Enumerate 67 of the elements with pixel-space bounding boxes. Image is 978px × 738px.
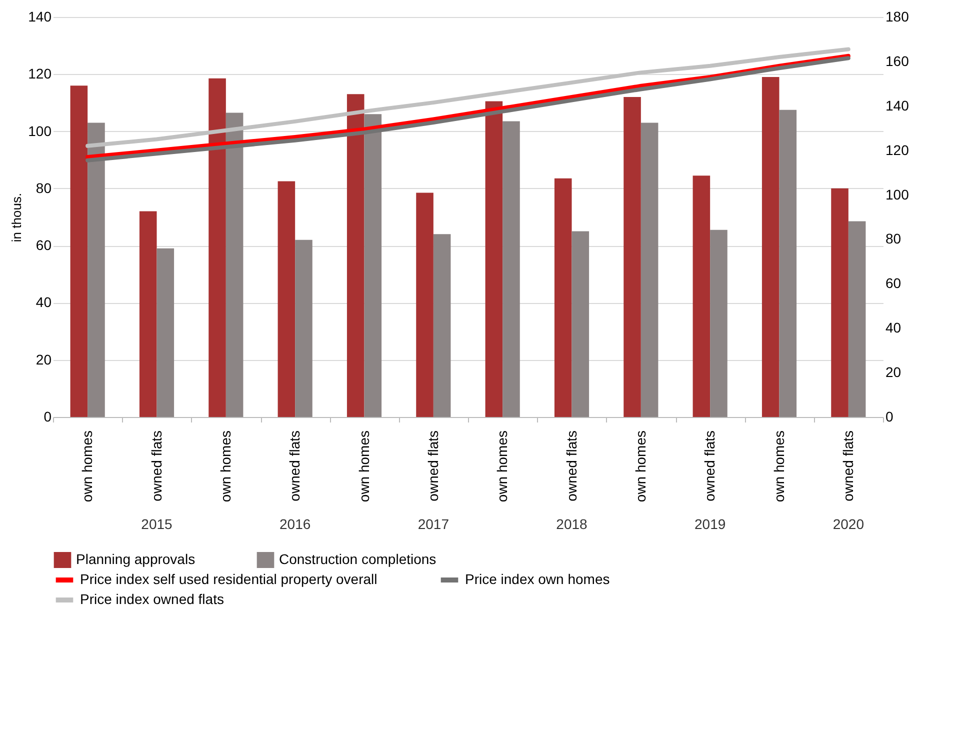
- bar: [572, 231, 590, 417]
- bar: [70, 86, 88, 417]
- legend-label: Planning approvals: [76, 551, 196, 567]
- text: 2020: [832, 516, 864, 532]
- y-tick-label: 80: [36, 180, 52, 196]
- legend-label: Price index own homes: [465, 571, 610, 587]
- legend-label: Construction completions: [279, 551, 436, 567]
- bar: [346, 94, 364, 417]
- bar: [848, 221, 866, 417]
- x-tick-label: owned flats: [286, 430, 303, 502]
- bar: [295, 240, 312, 417]
- y-tick-label: 40: [36, 294, 52, 310]
- y2-tick-label: 20: [886, 364, 902, 380]
- bar: [139, 211, 157, 417]
- text: 2018: [556, 516, 588, 532]
- text: 2016: [280, 516, 311, 532]
- y-tick-label: 20: [36, 351, 52, 368]
- y-axis-title: in thous.: [9, 192, 24, 242]
- bar: [416, 192, 434, 417]
- x-tick-label: own homes: [217, 430, 234, 502]
- bar: [226, 112, 244, 417]
- x-tick-label: own homes: [632, 430, 648, 502]
- bar: [710, 230, 728, 417]
- y2-tick-label: 140: [886, 97, 910, 114]
- y2-tick-label: 100: [886, 186, 910, 202]
- bar: [364, 114, 382, 417]
- x-tick-label: owned flats: [563, 430, 580, 502]
- bar: [779, 110, 797, 417]
- y2-tick-label: 60: [886, 275, 902, 292]
- text: 2019: [694, 516, 726, 532]
- bar: [156, 248, 174, 417]
- bar: [208, 78, 226, 417]
- bar: [762, 77, 780, 417]
- bar: [502, 121, 520, 417]
- y2-tick-label: 180: [886, 8, 910, 24]
- bar: [485, 101, 503, 417]
- x-tick-label: own homes: [494, 430, 510, 502]
- legend-label: Price index self used residential property overall: [80, 571, 378, 587]
- bar: [831, 188, 848, 417]
- legend-label: Price index owned flats: [80, 591, 224, 607]
- x-tick-label: owned flats: [148, 430, 164, 502]
- x-tick-label: owned flats: [424, 430, 441, 502]
- x-tick-label: owned flats: [840, 430, 856, 502]
- x-tick-label: own homes: [770, 430, 787, 502]
- x-tick-label: owned flats: [702, 430, 718, 502]
- bar: [433, 234, 451, 417]
- text: 2015: [141, 516, 173, 532]
- text: 2017: [418, 516, 450, 532]
- y-tick-label: 120: [28, 66, 52, 82]
- bar: [692, 176, 710, 417]
- y2-tick-label: 0: [886, 408, 894, 424]
- bar: [88, 122, 105, 417]
- y-tick-label: 100: [28, 122, 52, 139]
- y-tick-label: 60: [36, 237, 52, 254]
- y2-tick-label: 40: [886, 320, 902, 336]
- y-tick-label: 140: [28, 8, 52, 24]
- bar: [640, 122, 658, 417]
- y2-tick-label: 160: [886, 52, 910, 69]
- y2-tick-label: 120: [886, 142, 910, 158]
- bar: [554, 178, 572, 417]
- x-tick-label: own homes: [356, 430, 372, 502]
- line-series: [86, 47, 850, 148]
- bar: [278, 181, 296, 417]
- y-tick-label: 0: [44, 408, 52, 424]
- x-tick-label: own homes: [79, 430, 96, 502]
- y2-tick-label: 80: [886, 230, 902, 247]
- bar: [624, 97, 641, 417]
